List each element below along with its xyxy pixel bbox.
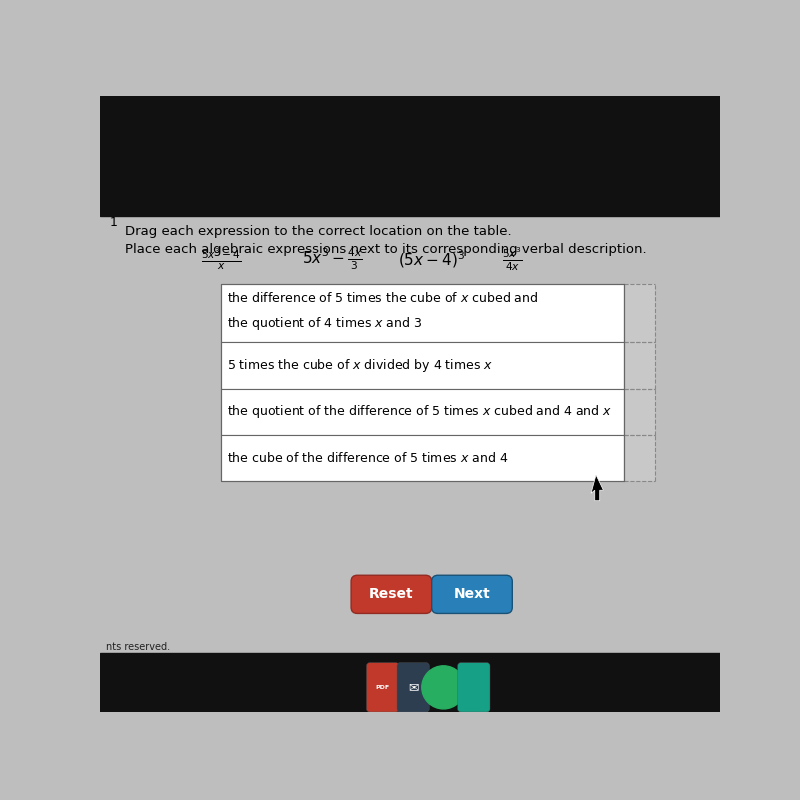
Text: ✉: ✉ [408, 681, 418, 694]
Text: $(5x-4)^3$: $(5x-4)^3$ [398, 249, 466, 270]
FancyBboxPatch shape [397, 662, 430, 712]
Text: the quotient of the difference of 5 times $x$ cubed and 4 and $x$: the quotient of the difference of 5 time… [227, 403, 613, 420]
Polygon shape [591, 475, 603, 501]
Text: Place each algebraic expressions next to its corresponding verbal description.: Place each algebraic expressions next to… [125, 242, 646, 256]
Bar [100, 654, 720, 712]
FancyBboxPatch shape [432, 575, 512, 614]
Bar [221, 284, 624, 481]
Text: Next: Next [454, 587, 490, 602]
Circle shape [422, 666, 465, 709]
Bar [221, 389, 624, 435]
Bar [624, 284, 655, 342]
Text: $\frac{5x^3}{4x}$: $\frac{5x^3}{4x}$ [502, 246, 522, 273]
Text: the quotient of 4 times $x$ and 3: the quotient of 4 times $x$ and 3 [227, 314, 422, 332]
Text: $\frac{5x^3-4}{x}$: $\frac{5x^3-4}{x}$ [201, 246, 241, 272]
FancyBboxPatch shape [366, 662, 399, 712]
Bar [100, 96, 720, 216]
Text: the difference of 5 times the cube of $x$ cubed and: the difference of 5 times the cube of $x… [227, 291, 538, 306]
Bar [624, 435, 655, 481]
Bar [221, 284, 624, 342]
Text: Reset: Reset [369, 587, 414, 602]
Text: Drag each expression to the correct location on the table.: Drag each expression to the correct loca… [125, 226, 511, 238]
Bar [221, 342, 624, 389]
Bar [624, 342, 655, 389]
Text: the cube of the difference of 5 times $x$ and 4: the cube of the difference of 5 times $x… [227, 451, 509, 465]
FancyBboxPatch shape [458, 662, 490, 712]
Bar [221, 435, 624, 481]
Text: nts reserved.: nts reserved. [106, 642, 170, 652]
Text: $5x^3-\frac{4x}{3}$: $5x^3-\frac{4x}{3}$ [302, 246, 362, 272]
Bar [624, 389, 655, 435]
Text: 5 times the cube of $x$ divided by 4 times $x$: 5 times the cube of $x$ divided by 4 tim… [227, 357, 494, 374]
Text: 1: 1 [110, 216, 117, 229]
FancyBboxPatch shape [351, 575, 432, 614]
Text: PDF: PDF [376, 685, 390, 690]
